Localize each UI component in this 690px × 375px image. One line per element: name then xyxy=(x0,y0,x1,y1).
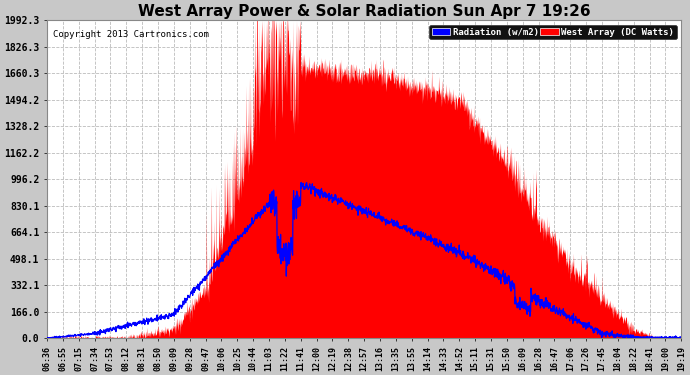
Legend: Radiation (w/m2), West Array (DC Watts): Radiation (w/m2), West Array (DC Watts) xyxy=(429,25,677,39)
Title: West Array Power & Solar Radiation Sun Apr 7 19:26: West Array Power & Solar Radiation Sun A… xyxy=(138,4,591,19)
Text: Copyright 2013 Cartronics.com: Copyright 2013 Cartronics.com xyxy=(53,30,209,39)
